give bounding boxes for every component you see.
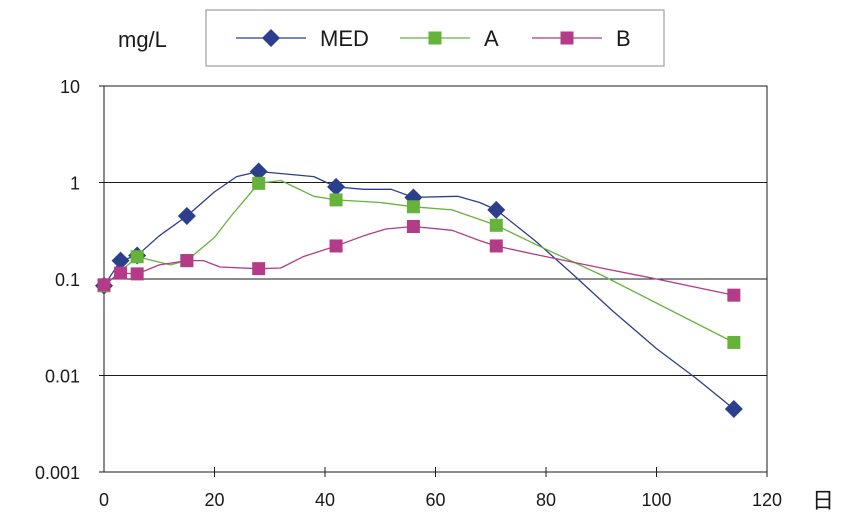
legend-items: MED A B <box>236 26 631 51</box>
x-tick-label-2: 40 <box>315 490 335 510</box>
y-tick-label-4: 0.001 <box>35 463 80 483</box>
y-tick-label-1: 1 <box>70 174 80 194</box>
marker-a-7 <box>727 335 741 349</box>
marker-b-1 <box>114 266 128 280</box>
y-axis-unit: mg/L <box>118 27 167 52</box>
marker-b-0 <box>97 278 111 292</box>
legend-label-a: A <box>484 26 499 51</box>
legend-marker-med <box>262 29 280 47</box>
marker-med-4 <box>249 162 268 181</box>
marker-med-8 <box>724 399 743 418</box>
marker-med-5 <box>327 177 346 196</box>
x-tick-label-1: 20 <box>204 490 224 510</box>
marker-b-2 <box>130 267 144 281</box>
marker-a-5 <box>406 200 420 214</box>
x-axis-ticks: 0 20 40 60 80 100 120 <box>99 467 782 510</box>
series-line-med <box>103 170 735 410</box>
x-axis-unit: 日 <box>812 489 834 514</box>
marker-b-6 <box>406 219 420 233</box>
marker-b-3 <box>180 254 194 268</box>
marker-med-7 <box>487 200 506 219</box>
legend: MED A B <box>205 9 665 67</box>
legend-marker-b <box>560 31 574 45</box>
x-tick-label-3: 60 <box>425 490 445 510</box>
marker-b-4 <box>252 262 266 276</box>
marker-a-1 <box>130 250 144 264</box>
marker-a-6 <box>489 218 503 232</box>
legend-label-b: B <box>616 26 631 51</box>
legend-marker-a <box>428 31 442 45</box>
marker-b-5 <box>329 239 343 253</box>
y-tick-label-3: 0.01 <box>45 367 80 387</box>
y-tick-label-2: 0.1 <box>55 270 80 290</box>
marker-a-3 <box>252 176 266 190</box>
marker-med-1 <box>111 251 130 270</box>
y-axis-ticks: 10 1 0.1 0.01 0.001 <box>35 77 104 483</box>
marker-a-4 <box>329 193 343 207</box>
marker-med-3 <box>177 206 196 225</box>
series-markers <box>95 162 743 418</box>
legend-label-med: MED <box>320 26 369 51</box>
x-tick-label-6: 120 <box>752 490 782 510</box>
marker-b-8 <box>727 288 741 302</box>
x-tick-label-0: 0 <box>99 490 109 510</box>
x-tick-label-5: 100 <box>641 490 671 510</box>
x-tick-label-4: 80 <box>536 490 556 510</box>
y-tick-label-0: 10 <box>60 77 80 97</box>
marker-b-7 <box>489 239 503 253</box>
